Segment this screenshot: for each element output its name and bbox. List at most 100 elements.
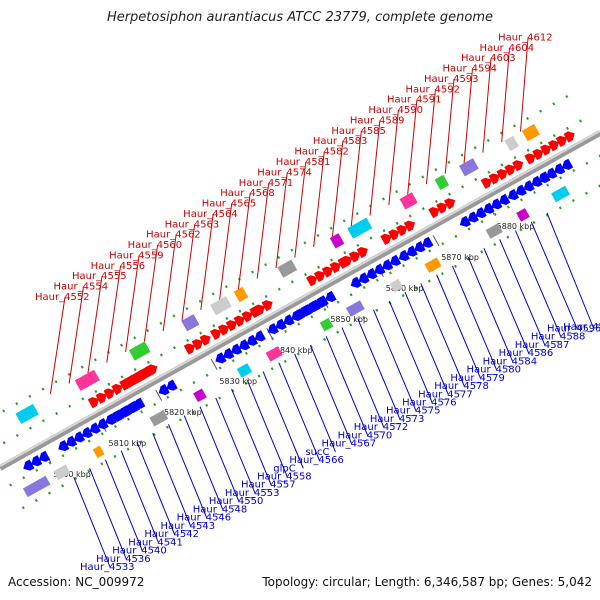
upper-feature-block bbox=[458, 158, 479, 177]
label-leader-line bbox=[275, 172, 288, 269]
gene-label: Haur_4533 bbox=[80, 562, 135, 573]
reverse-gene-arrow bbox=[546, 167, 558, 179]
reverse-gene-arrow bbox=[97, 418, 109, 430]
forward-gene-arrow bbox=[130, 373, 142, 385]
forward-gene-arrow bbox=[443, 198, 456, 210]
forward-gene-arrow bbox=[504, 164, 516, 176]
reverse-gene-arrow bbox=[301, 303, 314, 316]
reverse-gene-arrow bbox=[223, 347, 235, 360]
reverse-gene-arrow bbox=[414, 241, 426, 253]
lower-feature-block bbox=[236, 363, 253, 378]
forward-gene-arrow bbox=[380, 233, 392, 245]
upper-feature-block bbox=[504, 135, 519, 152]
label-leader-line bbox=[104, 459, 143, 551]
upper-feature-block bbox=[399, 192, 418, 210]
gene-label: Haur_4588 bbox=[531, 332, 586, 343]
gene-label: Haur_4590 bbox=[368, 105, 423, 116]
forward-gene-arrow bbox=[138, 368, 150, 380]
forward-gene-arrow bbox=[356, 246, 368, 259]
forward-gene-arrow bbox=[388, 229, 400, 241]
upper-feature-block bbox=[521, 124, 540, 142]
gene-label: Haur_4577 bbox=[418, 389, 473, 400]
reverse-gene-arrow bbox=[507, 188, 520, 201]
label-leader-line bbox=[87, 276, 103, 374]
gene-label: Haur_4581 bbox=[276, 157, 331, 168]
lower-feature-block bbox=[485, 223, 503, 239]
forward-gene-arrow bbox=[111, 383, 123, 396]
label-leader-line bbox=[519, 37, 529, 132]
forward-gene-arrow bbox=[217, 324, 230, 336]
lower-feature-block bbox=[551, 185, 570, 203]
label-leader-line bbox=[219, 203, 233, 300]
reverse-gene-arrow bbox=[467, 211, 479, 223]
reverse-gene-arrow bbox=[475, 206, 487, 219]
forward-gene-arrow bbox=[428, 206, 440, 219]
gene-label: Haur_4552 bbox=[35, 292, 90, 303]
forward-gene-arrow bbox=[199, 334, 211, 346]
label-leader-line bbox=[444, 78, 455, 174]
lower-feature-block bbox=[149, 409, 169, 427]
gene-label: Haur_4568 bbox=[220, 188, 275, 199]
reverse-gene-arrow bbox=[491, 198, 503, 210]
label-leader-line bbox=[357, 318, 401, 420]
gene-label: Haur_4563 bbox=[165, 219, 220, 230]
gene-label: Haur_4548 bbox=[193, 504, 248, 515]
label-leader-line bbox=[237, 193, 251, 290]
upper-feature-block bbox=[347, 217, 373, 239]
label-leader-line bbox=[482, 58, 492, 153]
scale-tick bbox=[210, 358, 218, 370]
lower-feature-block bbox=[92, 445, 105, 459]
label-leader-line bbox=[89, 468, 127, 559]
scale-tick-label: 5810 kbp bbox=[109, 439, 147, 448]
map-title: Herpetosiphon aurantiacus ATCC 23779, co… bbox=[106, 10, 494, 25]
scale-tick-label: 5830 kbp bbox=[219, 377, 257, 386]
label-leader-line bbox=[181, 224, 196, 321]
lower-feature-block bbox=[53, 464, 71, 481]
upper-feature-block bbox=[329, 233, 345, 249]
forward-gene-arrow bbox=[183, 343, 195, 355]
label-leader-line bbox=[309, 344, 353, 444]
gene-label: Haur_4562 bbox=[146, 230, 201, 241]
gene-label: Haur_4579 bbox=[450, 373, 505, 384]
reverse-gene-arrow bbox=[515, 184, 527, 196]
gene-label: Haur_4603 bbox=[461, 53, 516, 64]
scale-tick-label: 5870 kbp bbox=[441, 253, 479, 262]
backbone-highlight bbox=[0, 130, 600, 467]
label-leader-line bbox=[530, 221, 578, 329]
label-leader-line bbox=[73, 476, 111, 568]
label-leader-line bbox=[369, 120, 381, 216]
forward-gene-arrow bbox=[563, 131, 575, 143]
gene-label: Haur_4612 bbox=[498, 32, 553, 43]
forward-gene-arrow bbox=[261, 300, 273, 312]
reverse-gene-arrow bbox=[267, 322, 279, 335]
label-leader-line bbox=[350, 130, 362, 227]
forward-gene-arrow bbox=[191, 339, 203, 351]
forward-gene-arrow bbox=[146, 364, 158, 376]
gene-label: Haur_4592 bbox=[405, 84, 460, 95]
reverse-gene-arrow bbox=[73, 431, 86, 443]
label-leader-line bbox=[341, 327, 385, 428]
label-leader-line bbox=[388, 110, 399, 206]
gene-label: Haur_4559 bbox=[109, 250, 164, 261]
accession-text: Accession: NC_009972 bbox=[8, 575, 145, 589]
scale-tick-label: 5800 kbp bbox=[53, 470, 91, 479]
reverse-gene-arrow bbox=[554, 163, 566, 175]
reverse-gene-arrow bbox=[358, 272, 370, 284]
gene-label: Haur_4567 bbox=[322, 439, 377, 450]
label-leader-line bbox=[152, 432, 191, 527]
upper-feature-block bbox=[181, 314, 200, 332]
label-leader-line bbox=[278, 362, 320, 461]
guide-track-2 bbox=[9, 154, 600, 487]
gene-label: Haur_4540 bbox=[112, 546, 167, 557]
gene-label: Haur_4582 bbox=[294, 147, 349, 158]
label-leader-line bbox=[331, 141, 344, 237]
reverse-gene-arrow bbox=[422, 236, 434, 248]
reverse-gene-arrow bbox=[283, 314, 295, 326]
gene-label: Haur_4596 bbox=[563, 322, 600, 333]
reverse-gene-arrow bbox=[406, 245, 418, 257]
gene-label: Haur_4565 bbox=[202, 199, 257, 210]
label-leader-line bbox=[436, 274, 481, 379]
forward-gene-arrow bbox=[532, 148, 544, 161]
gene-label: Haur_4556 bbox=[91, 261, 146, 272]
